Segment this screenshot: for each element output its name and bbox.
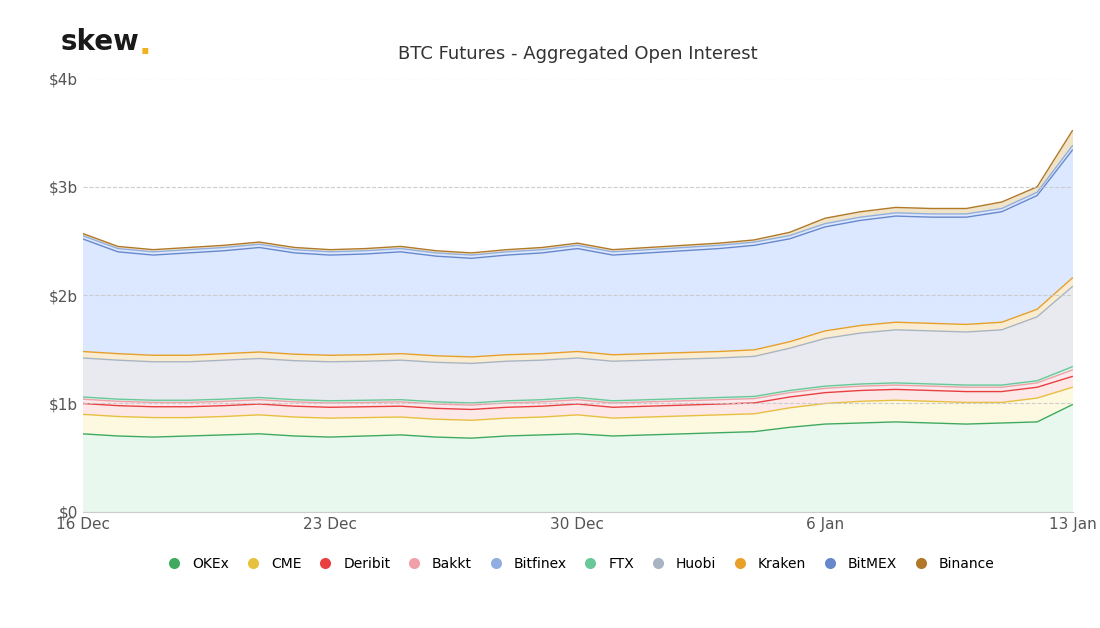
Title: BTC Futures - Aggregated Open Interest: BTC Futures - Aggregated Open Interest <box>398 45 757 63</box>
Text: skew: skew <box>60 28 140 57</box>
Legend: OKEx, CME, Deribit, Bakkt, Bitfinex, FTX, Huobi, Kraken, BitMEX, Binance: OKEx, CME, Deribit, Bakkt, Bitfinex, FTX… <box>155 551 1000 577</box>
Text: .: . <box>139 28 151 62</box>
